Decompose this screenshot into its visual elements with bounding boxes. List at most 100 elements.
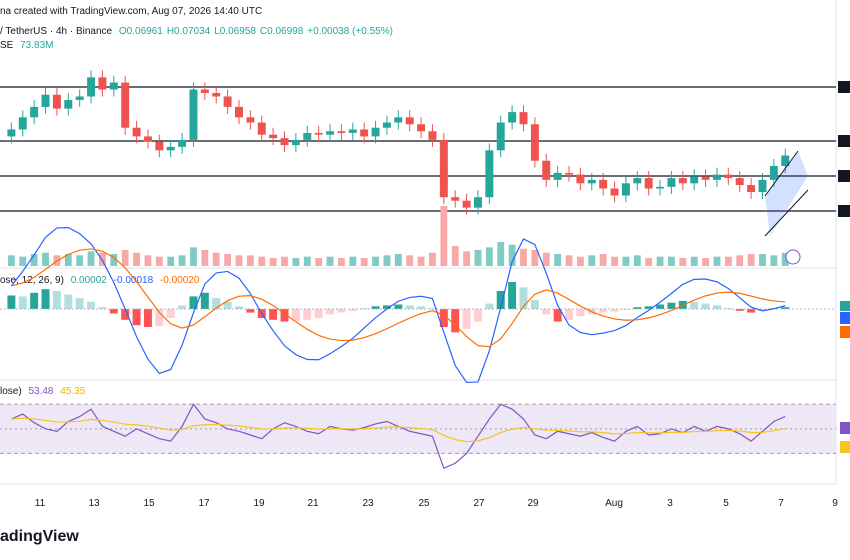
macd-histogram-bar: [473, 309, 482, 322]
volume-bar: [281, 256, 288, 266]
volume-bar: [702, 258, 709, 266]
macd-histogram-bar: [246, 309, 255, 313]
candle-body: [565, 172, 573, 175]
macd-histogram-bar: [337, 309, 346, 313]
volume-bar: [224, 254, 232, 266]
macd-histogram-bar: [701, 303, 710, 309]
candle-body: [530, 124, 539, 161]
macd-histogram-bar: [417, 306, 426, 309]
volume-bar: [292, 258, 300, 266]
volume-bar: [246, 255, 254, 266]
x-tick-label: 27: [473, 498, 485, 509]
macd-histogram-bar: [565, 309, 573, 320]
macd-histogram-bar: [667, 302, 676, 309]
candle-body: [542, 160, 551, 180]
volume-bar: [690, 256, 698, 266]
macd-histogram-bar: [7, 295, 16, 309]
x-tick-label: 13: [88, 498, 100, 509]
candle-body: [189, 89, 198, 140]
volume-bar: [269, 258, 277, 266]
macd-histogram-bar: [747, 309, 756, 313]
macd-histogram-bar: [394, 304, 403, 309]
candle-body: [485, 150, 494, 198]
volume-bar: [759, 254, 766, 266]
candle-body: [439, 139, 448, 198]
volume-bar: [30, 254, 38, 266]
candle-body: [30, 106, 39, 118]
candle-body: [473, 197, 482, 208]
macd-histogram-bar: [382, 305, 391, 309]
volume-bar: [64, 254, 72, 266]
volume-bar: [736, 255, 744, 266]
macd-histogram-bar: [610, 309, 619, 312]
volume-bar: [611, 256, 618, 266]
macd-value-2: -0.00018: [113, 275, 154, 286]
volume-bar: [42, 252, 49, 266]
macd-histogram-bar: [519, 287, 528, 309]
candle-body: [701, 176, 710, 180]
candle-body: [712, 174, 721, 180]
macd-histogram-bar: [30, 292, 39, 309]
volume-bar: [315, 258, 323, 266]
candle-body: [178, 139, 187, 147]
candle-body: [394, 117, 403, 123]
macd-histogram-bar: [212, 298, 221, 309]
candle-body: [121, 82, 130, 128]
volume-bar: [110, 254, 118, 266]
volume-bar: [622, 256, 630, 266]
volume-bar: [713, 256, 721, 266]
candle-body: [109, 82, 118, 90]
histogram-axis-tag: [840, 301, 850, 311]
candle-body: [246, 117, 255, 123]
x-tick-label: 23: [362, 498, 374, 509]
x-tick-label: 9: [832, 498, 838, 509]
volume-bar: [190, 247, 197, 266]
volume-bar: [394, 254, 402, 266]
candle-body: [621, 183, 630, 196]
x-tick-label: 3: [667, 498, 673, 509]
candle-body: [52, 94, 61, 109]
volume-bar: [668, 256, 675, 266]
candle-body: [417, 124, 426, 132]
candle-body: [18, 117, 27, 130]
candle-body: [451, 197, 460, 201]
x-tick-label: 29: [527, 498, 539, 509]
candle-body: [360, 129, 369, 137]
x-tick-label: 21: [307, 498, 319, 509]
candle-body: [667, 178, 676, 187]
candle-body: [633, 178, 642, 184]
x-tick-label: Aug: [605, 498, 623, 509]
rsi-value-2: 45.35: [60, 386, 86, 397]
macd-histogram-bar: [280, 309, 289, 322]
volume-bar: [508, 244, 516, 266]
candle-body: [87, 77, 96, 97]
volume-legend: SE 73.83M: [0, 40, 53, 51]
volume-bar: [144, 255, 152, 266]
candle-body: [200, 89, 209, 93]
volume-bar: [724, 256, 732, 266]
macd-histogram-bar: [348, 309, 357, 311]
signal-axis-tag: [840, 326, 850, 338]
candle-body: [587, 179, 596, 184]
rsi-axis-tag: [840, 422, 850, 434]
macd-histogram-bar: [64, 294, 73, 309]
macd-histogram-bar: [371, 306, 380, 309]
candle-body: [382, 122, 391, 128]
volume-bar: [76, 255, 84, 266]
ohlc-item: +0.00038 (+0.55%): [307, 26, 393, 37]
volume-bar: [451, 246, 459, 266]
x-tick-label: 19: [253, 498, 265, 509]
macd-histogram-bar: [656, 304, 665, 309]
macd-histogram-bar: [41, 289, 50, 309]
volume-bar: [19, 256, 27, 266]
volume-bar: [258, 256, 266, 266]
macd-histogram-bar: [712, 305, 721, 309]
candle-body: [496, 122, 505, 151]
volume-bar: [576, 256, 584, 266]
macd-histogram-bar: [109, 309, 118, 314]
volume-bar: [201, 250, 209, 266]
candle-body: [644, 178, 653, 189]
macd-histogram-bar: [758, 309, 767, 311]
macd-histogram-bar: [405, 305, 414, 309]
